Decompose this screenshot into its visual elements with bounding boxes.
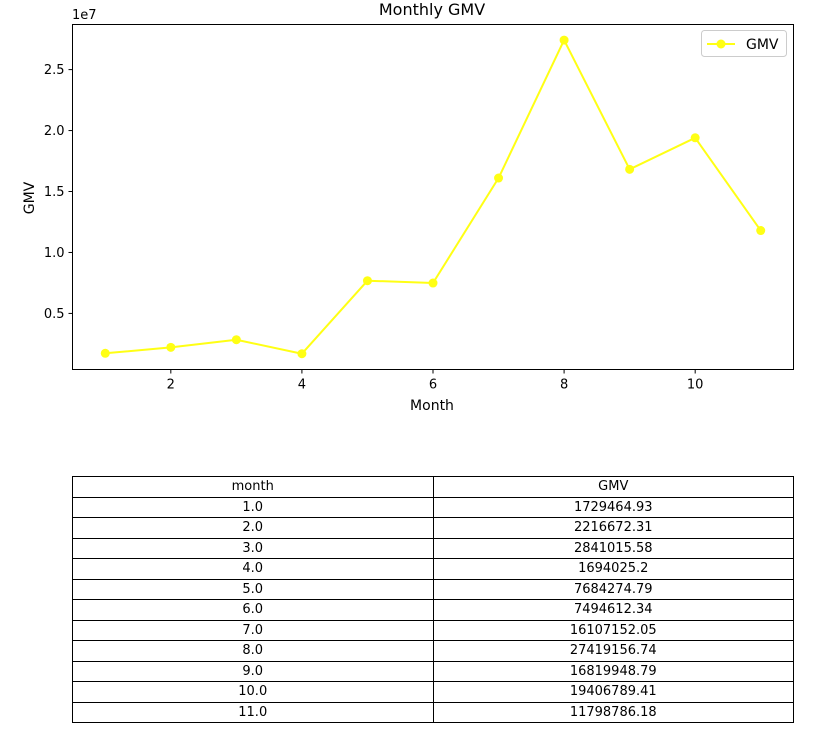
data-point — [690, 133, 700, 143]
x-tick-label: 2 — [167, 378, 175, 393]
cell-month: 1.0 — [72, 496, 434, 518]
cell-gmv: 16107152.05 — [432, 619, 794, 641]
plot-area-frame — [72, 24, 794, 370]
cell-month: 9.0 — [72, 660, 434, 682]
series-line-gmv — [105, 39, 762, 355]
table-row: 8.0 27419156.74 — [72, 640, 794, 662]
table-row: 2.0 2216672.31 — [72, 517, 794, 539]
cell-gmv: 1694025.2 — [432, 558, 794, 580]
legend-frame — [701, 30, 787, 57]
y-tick-label: 1.5 — [44, 185, 65, 200]
cell-gmv: 19406789.41 — [432, 681, 794, 703]
series-layer — [100, 35, 766, 359]
data-point — [756, 226, 766, 236]
legend-label-gmv: GMV — [746, 37, 779, 53]
data-point — [362, 276, 372, 286]
cell-month: 10.0 — [72, 681, 434, 703]
cell-month: 11.0 — [72, 701, 434, 723]
cell-gmv: 2216672.31 — [432, 517, 794, 539]
table-row: 10.0 19406789.41 — [72, 681, 794, 703]
y-tick-label: 1.0 — [44, 246, 65, 261]
data-point — [297, 349, 307, 359]
data-point — [166, 342, 176, 352]
x-tick-label: 6 — [429, 378, 437, 393]
cell-gmv: 7684274.79 — [432, 578, 794, 600]
cell-month: 5.0 — [72, 578, 434, 600]
cell-month: 8.0 — [72, 640, 434, 662]
y-tick-label: 2.5 — [44, 63, 65, 78]
x-tick-label: 8 — [560, 378, 568, 393]
table-row: 4.0 1694025.2 — [72, 558, 794, 580]
gmv-line-chart: Monthly GMV 1e7 2 4 6 8 10 0.5 1.0 1.5 2.0 2.5 M… — [22, 0, 794, 414]
x-tick-label: 10 — [687, 378, 704, 393]
x-axis-ticks: 2 4 6 8 10 — [167, 369, 704, 393]
y-axis-ticks: 0.5 1.0 1.5 2.0 2.5 — [44, 63, 73, 322]
cell-month: 6.0 — [72, 599, 434, 621]
table-row: 9.0 16819948.79 — [72, 660, 794, 682]
table-row: 3.0 2841015.58 — [72, 537, 794, 559]
legend-marker-gmv — [716, 39, 726, 49]
cell-month: 7.0 — [72, 619, 434, 641]
data-point — [559, 35, 569, 45]
y-offset-label: 1e7 — [72, 8, 97, 23]
cell-gmv: 11798786.18 — [432, 701, 794, 723]
cell-gmv: 16819948.79 — [432, 660, 794, 682]
table-row: 5.0 7684274.79 — [72, 578, 794, 600]
table-row: 1.0 1729464.93 — [72, 496, 794, 518]
gmv-table: month GMV 1.0 1729464.93 2.0 2216672.31 3.0 2… — [72, 476, 794, 723]
data-point — [231, 335, 241, 345]
table-row: 7.0 16107152.05 — [72, 619, 794, 641]
cell-gmv: 7494612.34 — [432, 599, 794, 621]
header-gmv: GMV — [432, 476, 794, 498]
cell-month: 3.0 — [72, 537, 434, 559]
cell-gmv: 2841015.58 — [432, 537, 794, 559]
y-axis-label: GMV — [22, 181, 38, 214]
data-point — [625, 164, 635, 174]
data-point — [428, 278, 438, 288]
data-point — [100, 348, 110, 358]
cell-gmv: 1729464.93 — [432, 496, 794, 518]
cell-month: 4.0 — [72, 558, 434, 580]
y-tick-label: 2.0 — [44, 124, 65, 139]
gmv-table-body: month GMV 1.0 1729464.93 2.0 2216672.31 3.0 2… — [72, 476, 794, 723]
table-header-row: month GMV — [72, 476, 794, 498]
data-point — [494, 173, 504, 183]
y-tick-label: 0.5 — [44, 307, 65, 322]
table-row: 11.0 11798786.18 — [72, 701, 794, 723]
cell-month: 2.0 — [72, 517, 434, 539]
cell-gmv: 27419156.74 — [432, 640, 794, 662]
x-tick-label: 4 — [298, 378, 306, 393]
table-row: 6.0 7494612.34 — [72, 599, 794, 621]
legend: GMV — [701, 30, 787, 57]
header-month: month — [72, 476, 434, 498]
x-axis-label: Month — [410, 398, 454, 414]
chart-title: Monthly GMV — [379, 0, 485, 19]
